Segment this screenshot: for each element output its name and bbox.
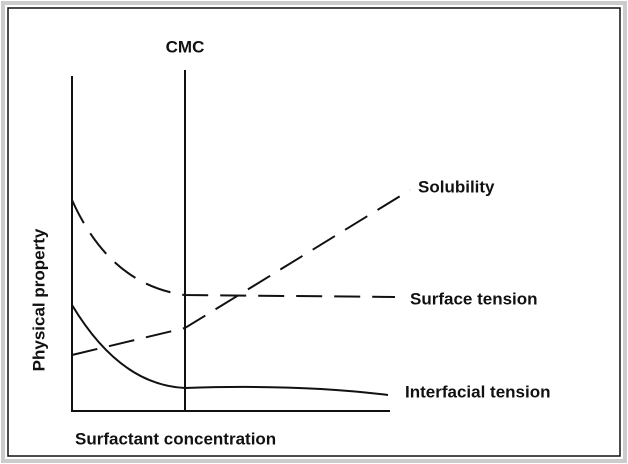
cmc-label: CMC <box>166 37 205 56</box>
x-axis-label: Surfactant concentration <box>75 429 276 448</box>
interfacial-tension-label: Interfacial tension <box>405 382 550 401</box>
solubility-label: Solubility <box>418 177 495 196</box>
solubility-curve <box>71 189 411 356</box>
surface-tension-curve <box>71 199 396 298</box>
y-axis-label: Physical property <box>29 228 48 371</box>
frame <box>7 7 621 457</box>
interfacial-tension-curve <box>71 304 389 396</box>
surface-tension-label: Surface tension <box>410 289 538 308</box>
